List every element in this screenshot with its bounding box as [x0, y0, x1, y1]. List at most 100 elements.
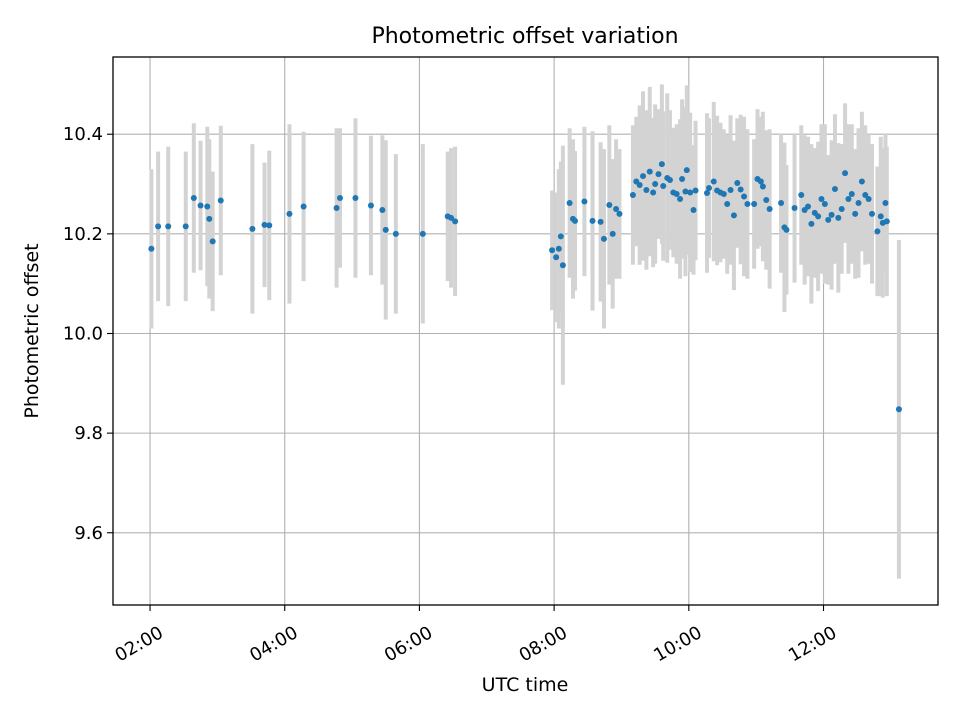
- data-point: [690, 206, 697, 213]
- data-point: [730, 212, 737, 219]
- data-point: [660, 183, 667, 190]
- data-point: [448, 214, 455, 221]
- data-point: [874, 228, 881, 235]
- data-point: [652, 181, 659, 188]
- data-point: [572, 217, 578, 224]
- y-tick-label: 10.2: [63, 224, 103, 245]
- data-point: [182, 223, 189, 230]
- data-point: [666, 177, 673, 184]
- data-point: [692, 187, 699, 194]
- data-point: [805, 203, 812, 210]
- data-point: [751, 200, 758, 207]
- data-point: [249, 225, 256, 232]
- data-point: [724, 200, 731, 207]
- data-point: [679, 176, 686, 183]
- data-point: [452, 218, 459, 225]
- data-point: [818, 195, 825, 202]
- data-point: [589, 217, 596, 224]
- data-point: [865, 195, 872, 202]
- data-point: [821, 200, 828, 207]
- data-point: [741, 193, 748, 200]
- data-point: [677, 195, 684, 202]
- data-point: [737, 186, 744, 193]
- data-point: [828, 211, 835, 218]
- data-point: [895, 406, 902, 413]
- data-point: [838, 205, 845, 212]
- data-point: [613, 205, 620, 212]
- data-point: [629, 191, 636, 198]
- data-point: [333, 204, 340, 211]
- data-point: [392, 230, 399, 237]
- data-point: [643, 187, 650, 194]
- data-point: [683, 167, 690, 174]
- data-point: [553, 254, 560, 261]
- data-point: [766, 205, 773, 212]
- data-point: [336, 194, 343, 201]
- data-point: [155, 223, 162, 230]
- data-point: [845, 195, 852, 202]
- data-point: [855, 199, 862, 206]
- data-point: [778, 199, 785, 206]
- y-tick-label: 9.6: [74, 523, 103, 544]
- data-point: [206, 215, 213, 222]
- data-point: [266, 222, 273, 229]
- data-point: [687, 189, 694, 196]
- data-point: [858, 178, 865, 185]
- data-point: [419, 230, 426, 237]
- data-point: [815, 213, 822, 220]
- y-axis-label: Photometric offset: [21, 243, 43, 418]
- data-point: [720, 191, 727, 197]
- data-point: [658, 161, 665, 168]
- data-point: [763, 196, 770, 203]
- data-point: [882, 199, 889, 206]
- data-point: [204, 203, 211, 210]
- data-points: [148, 161, 902, 413]
- data-point: [379, 206, 386, 213]
- data-point: [783, 226, 790, 233]
- data-point: [704, 190, 710, 197]
- data-point: [352, 194, 359, 201]
- data-point: [367, 202, 374, 209]
- data-point: [734, 180, 741, 187]
- data-point: [848, 191, 855, 197]
- data-point: [549, 247, 556, 254]
- data-point: [606, 201, 613, 208]
- y-axis-ticks: 9.6 9.8 10.0 10.2 10.4: [63, 124, 113, 544]
- data-point: [791, 204, 798, 211]
- data-point: [842, 170, 849, 177]
- data-point: [616, 210, 623, 217]
- data-point: [382, 226, 389, 233]
- data-point: [877, 213, 884, 220]
- data-point: [600, 235, 607, 242]
- chart-title: Photometric offset variation: [371, 24, 678, 49]
- data-point: [706, 185, 713, 192]
- data-point: [744, 200, 751, 207]
- data-point: [640, 173, 647, 180]
- data-point: [650, 189, 657, 196]
- data-point: [566, 199, 573, 206]
- data-point: [286, 210, 293, 217]
- data-point: [557, 233, 564, 240]
- data-point: [798, 191, 805, 198]
- data-point: [869, 210, 875, 217]
- data-point: [673, 191, 680, 197]
- y-tick-label: 10.4: [63, 124, 103, 145]
- data-point: [727, 187, 734, 194]
- data-point: [300, 203, 307, 210]
- data-point: [883, 218, 890, 225]
- data-point: [148, 245, 155, 252]
- data-point: [636, 182, 643, 189]
- data-point: [835, 214, 842, 221]
- data-point: [261, 221, 268, 228]
- data-point: [209, 238, 216, 245]
- data-point: [581, 198, 588, 205]
- data-point: [757, 178, 764, 185]
- y-tick-label: 10.0: [63, 323, 103, 344]
- data-point: [852, 210, 859, 217]
- data-point: [862, 191, 869, 198]
- x-axis-label: UTC time: [482, 674, 569, 696]
- y-tick-label: 9.8: [74, 423, 103, 444]
- data-point: [555, 245, 562, 252]
- data-point: [710, 178, 717, 185]
- data-point: [217, 197, 224, 204]
